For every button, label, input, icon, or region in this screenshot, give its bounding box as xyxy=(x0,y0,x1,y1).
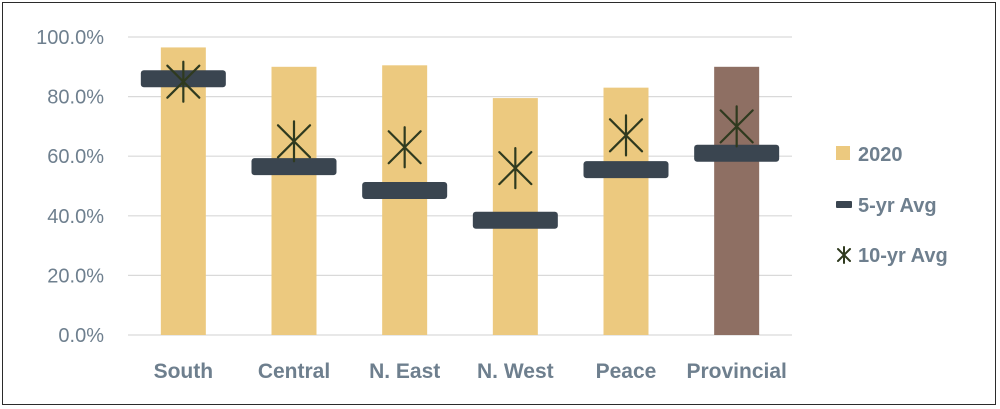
gridlines xyxy=(128,36,792,336)
x-tick-label: South xyxy=(154,360,213,383)
x-tick-label: N. East xyxy=(369,360,440,383)
x-tick-label: N. West xyxy=(477,360,554,383)
marker-10yr-avg xyxy=(387,126,422,169)
marker-5yr-avg xyxy=(583,161,669,179)
legend-swatch-5yr-avg xyxy=(836,201,852,208)
y-tick-label: 100.0% xyxy=(36,27,104,49)
x-tick-label: Provincial xyxy=(686,360,786,383)
x-axis-labels: South Central N. East N. West Peace Provincia… xyxy=(154,360,787,383)
y-tick-label: 40.0% xyxy=(47,206,104,228)
legend-label-10yr-avg: 10-yr Avg xyxy=(858,245,948,267)
markers-10yr-avg xyxy=(166,60,754,190)
y-tick-label: 80.0% xyxy=(47,87,104,109)
marker-5yr-avg xyxy=(362,181,448,199)
legend: 2020 5-yr Avg 10-yr Avg xyxy=(836,144,948,267)
bars-2020 xyxy=(160,47,760,336)
legend-label-2020: 2020 xyxy=(858,144,903,166)
marker-5yr-avg xyxy=(472,211,558,229)
markers-5yr-avg xyxy=(140,70,780,229)
x-tick-label: Peace xyxy=(596,360,657,383)
legend-label-5yr-avg: 5-yr Avg xyxy=(858,195,937,217)
marker-5yr-avg xyxy=(694,144,780,162)
marker-10yr-avg xyxy=(276,120,312,163)
marker-5yr-avg xyxy=(251,158,337,176)
x-tick-label: Central xyxy=(258,360,330,383)
marker-10yr-avg xyxy=(498,147,533,190)
bar-2020 xyxy=(382,65,428,335)
y-tick-label: 0.0% xyxy=(58,325,104,347)
y-tick-label: 60.0% xyxy=(47,146,104,168)
marker-10yr-avg xyxy=(608,114,644,157)
bar-2020 xyxy=(271,66,317,336)
marker-10yr-avg xyxy=(166,60,201,103)
y-axis-ticks: 0.0% 20.0% 40.0% 60.0% 80.0% 100.0% xyxy=(36,27,104,347)
legend-swatch-10yr-avg xyxy=(837,246,851,264)
legend-swatch-2020 xyxy=(836,146,850,160)
y-tick-label: 20.0% xyxy=(47,265,104,287)
marker-10yr-avg xyxy=(719,105,754,148)
